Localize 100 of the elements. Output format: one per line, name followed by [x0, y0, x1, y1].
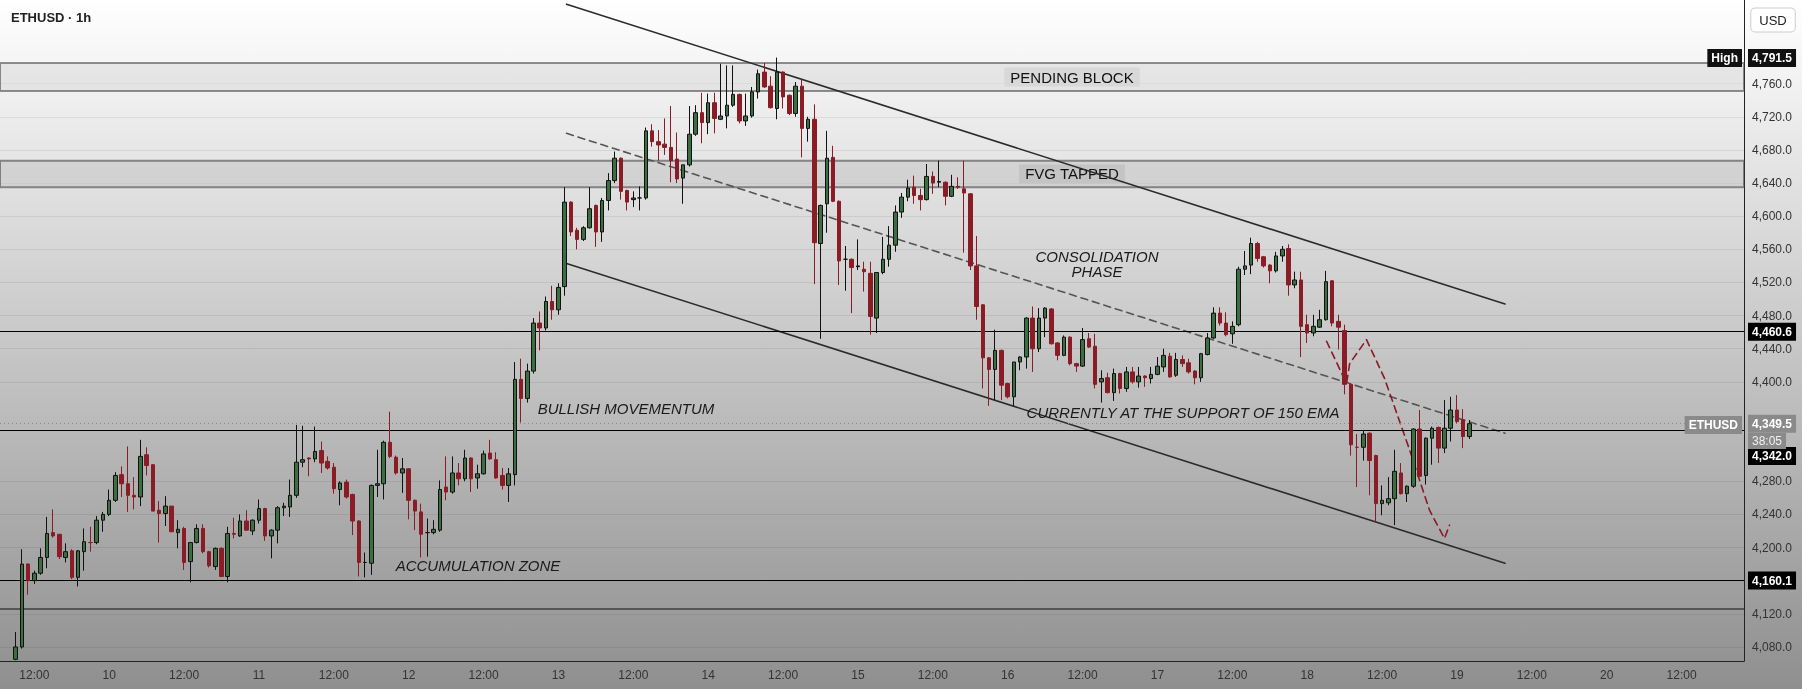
candlestick [775, 57, 779, 120]
candlestick [562, 186, 567, 297]
candlestick [1037, 307, 1041, 353]
x-tick-label: 12:00 [618, 668, 649, 682]
candlestick [1030, 305, 1035, 373]
candlestick [444, 455, 448, 501]
candlestick [1405, 484, 1409, 503]
candlestick [500, 467, 505, 491]
candlestick [1174, 352, 1178, 378]
candlestick [544, 296, 548, 331]
candlestick [956, 176, 960, 190]
candlestick [406, 467, 411, 520]
candlestick [868, 261, 873, 336]
candlestick [743, 93, 748, 127]
candlestick [1074, 362, 1079, 373]
candlestick [625, 189, 629, 211]
candlestick [363, 551, 367, 578]
candlestick [831, 145, 835, 203]
y-tick-label: 4,240.0 [1752, 507, 1793, 522]
candlestick [1230, 320, 1235, 345]
annotation: ACCUMULATION ZONE [394, 556, 562, 574]
candlestick [812, 103, 817, 285]
y-tick-label: 4,640.0 [1752, 176, 1793, 191]
candlestick [537, 310, 542, 351]
candlestick [681, 164, 685, 205]
candlestick [456, 462, 461, 486]
candlestick [556, 282, 561, 316]
candlestick [1374, 454, 1378, 523]
annotation: BULLISH MOVEMENTUM [537, 399, 715, 417]
x-tick-label: 11 [252, 668, 266, 682]
candlestick [887, 225, 891, 268]
candlestick [825, 130, 829, 234]
candlestick [182, 526, 186, 571]
candlestick [26, 562, 30, 596]
candlestick [756, 69, 760, 100]
y-tick-label: 4,400.0 [1752, 374, 1793, 389]
candlestick [400, 457, 405, 494]
candlestick [1093, 333, 1097, 389]
candlestick [806, 116, 810, 143]
candlestick [644, 127, 648, 201]
candlestick [1324, 270, 1328, 322]
y-tick-label: 4,720.0 [1752, 109, 1793, 124]
candlestick [506, 467, 511, 503]
candlestick [394, 455, 398, 476]
x-tick-label: 17 [1150, 668, 1165, 682]
x-tick-label: 12:00 [1217, 668, 1248, 682]
candlestick [219, 547, 224, 578]
band-label: PENDING BLOCK [1010, 68, 1134, 86]
x-tick-label: 16 [1001, 668, 1015, 682]
candlestick [438, 479, 442, 533]
y-tick-label: 4,600.0 [1752, 209, 1793, 224]
candlestick [1012, 361, 1016, 407]
candlestick [126, 445, 130, 513]
candlestick [949, 174, 954, 198]
x-tick-label: 20 [1600, 668, 1614, 682]
candlestick [225, 526, 230, 583]
candlestick [837, 199, 841, 286]
candlestick [874, 272, 879, 334]
y-tick-label: 4,560.0 [1752, 242, 1793, 257]
candlestick [931, 170, 935, 195]
x-tick-label: 12:00 [318, 668, 350, 682]
candlestick [1336, 314, 1341, 351]
candlestick [849, 257, 854, 314]
x-tick-label: 12:00 [1067, 668, 1098, 682]
candlestick [1461, 408, 1465, 449]
candlestick [843, 245, 848, 292]
candlestick [263, 507, 267, 542]
candlestick [1149, 366, 1153, 385]
candlestick [1168, 352, 1172, 379]
candlestick [781, 70, 785, 110]
y-tick-label: 4,280.0 [1752, 474, 1793, 489]
candlestick [494, 451, 498, 480]
candlestick [862, 261, 866, 293]
candlestick [594, 204, 598, 248]
candlestick [1080, 327, 1085, 368]
candlestick [619, 156, 623, 201]
candlestick [1118, 372, 1122, 394]
candlestick [1436, 426, 1441, 464]
candlestick [313, 426, 317, 463]
candlestick [1193, 369, 1197, 385]
candlestick [1430, 426, 1434, 466]
candlestick [57, 533, 62, 560]
candlestick [725, 64, 729, 129]
candlestick [569, 200, 573, 237]
candlestick [637, 185, 642, 211]
candlestick [1130, 366, 1135, 385]
candlestick [1024, 316, 1029, 370]
y-tick-label: 4,120.0 [1752, 606, 1793, 621]
candlestick [1218, 306, 1222, 327]
candlestick [176, 519, 180, 549]
candlestick [151, 464, 155, 512]
candlestick [881, 236, 885, 275]
annotation: CURRENTLY AT THE SUPPORT OF 150 EMA [1026, 403, 1340, 421]
candlestick [63, 542, 68, 563]
candlestick [793, 81, 798, 118]
candlestick [76, 549, 80, 587]
candlestick [357, 519, 361, 578]
candlestick [550, 285, 554, 321]
candlestick [51, 508, 55, 539]
candlestick [113, 471, 118, 503]
